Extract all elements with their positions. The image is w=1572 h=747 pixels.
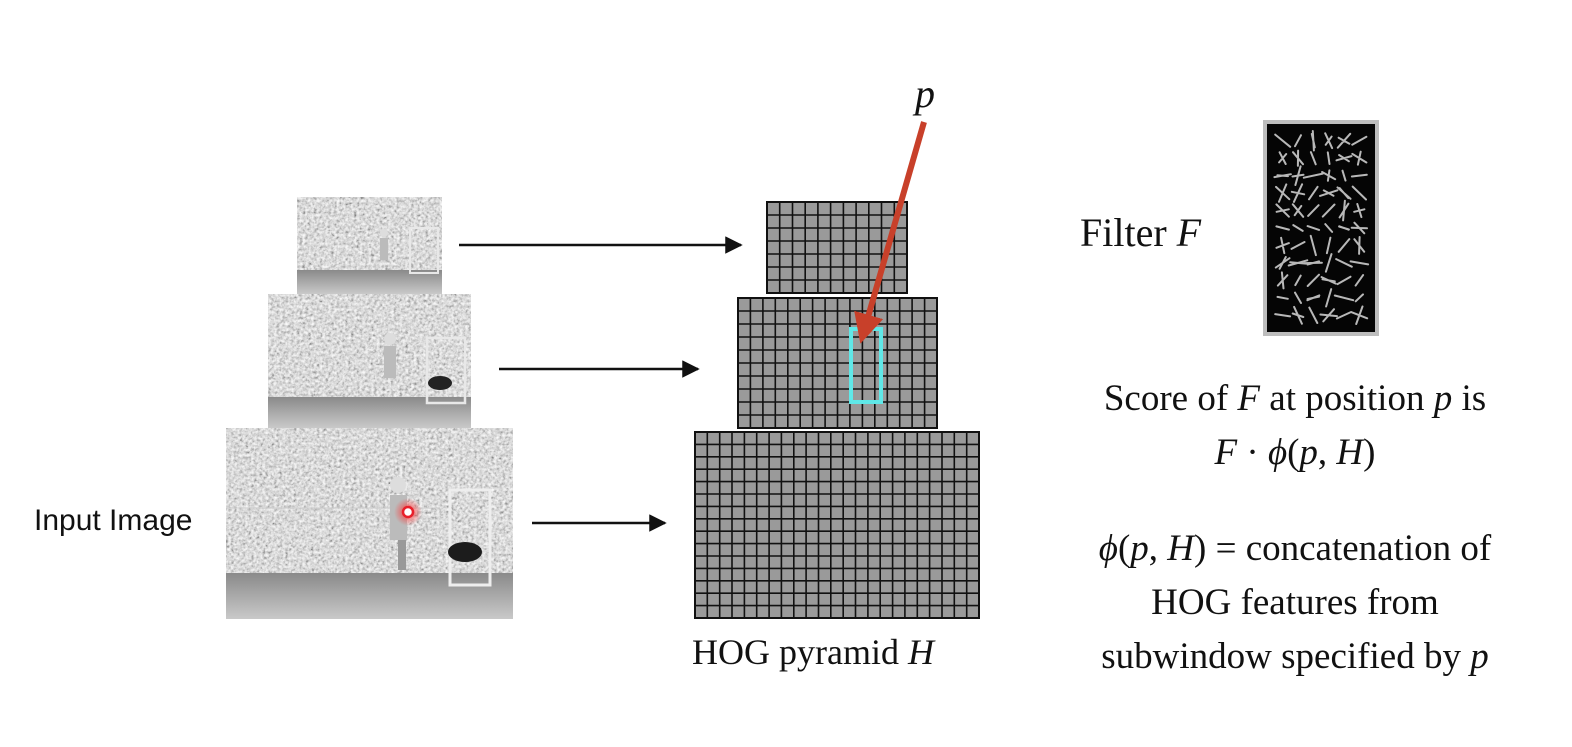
- hog-grid-lines: [767, 202, 907, 293]
- position-label: p: [915, 71, 935, 116]
- def-phi: ϕ: [1098, 528, 1118, 569]
- hog-pyramid-text: HOG pyramid: [692, 632, 899, 672]
- hog-pyramid: [694, 201, 980, 619]
- filter-strokes: [1273, 130, 1370, 325]
- score-line-2: F · ϕ(p, H): [1040, 434, 1550, 471]
- hog-level-large: [694, 431, 980, 619]
- definition-line-1: ϕ(p, H) = concatenation of: [1030, 530, 1560, 567]
- hog-grid-lines: [695, 432, 979, 618]
- image-pyramid: [226, 197, 513, 619]
- def-p: p: [1130, 528, 1149, 569]
- def-rest: ) = concatenation of: [1194, 528, 1492, 569]
- hog-pyramid-var: H: [907, 632, 934, 672]
- hog-level-background: [694, 431, 980, 619]
- formula-phi: ϕ: [1267, 432, 1288, 473]
- hog-level-background: [766, 201, 908, 294]
- score-text-a: Score of: [1103, 378, 1229, 419]
- def-comma: ,: [1148, 528, 1168, 569]
- def-h: H: [1167, 528, 1194, 569]
- formula-f: F: [1214, 432, 1238, 473]
- filter-var: F: [1176, 210, 1202, 255]
- hog-level-small: [766, 201, 908, 294]
- image-level-medium: [268, 294, 471, 428]
- image-level-large: [226, 428, 513, 619]
- position-arrow: [854, 121, 927, 344]
- score-text-c: is: [1461, 378, 1487, 419]
- filter-visualization: [1263, 120, 1379, 336]
- definition-line-2: HOG features from: [1151, 582, 1439, 623]
- score-var-p: p: [1433, 378, 1453, 419]
- hog-pyramid-caption: HOG pyramid H: [692, 634, 934, 670]
- level-arrows: [459, 236, 743, 532]
- filter-label: Filter F: [1080, 213, 1201, 253]
- hog-level-medium: [737, 297, 938, 429]
- image-level-small: [297, 197, 442, 294]
- formula-h: H: [1336, 432, 1364, 473]
- formula-open: (: [1287, 432, 1300, 473]
- formula-comma: ,: [1317, 432, 1337, 473]
- def-open: (: [1117, 528, 1131, 569]
- formula-dot: ·: [1246, 432, 1259, 473]
- filter-text: Filter: [1080, 210, 1167, 255]
- input-image-label: Input Image: [34, 504, 193, 537]
- score-text-b: at position: [1269, 378, 1425, 419]
- formula-close: ): [1363, 432, 1376, 473]
- def-line3-text: subwindow specified by: [1101, 636, 1461, 677]
- formula-p: p: [1299, 432, 1318, 473]
- keypoint-marker: [401, 505, 415, 519]
- score-var-f: F: [1237, 378, 1261, 419]
- def-line3-p: p: [1470, 636, 1489, 677]
- score-line-1: Score of F at position p is: [1040, 380, 1550, 417]
- definition-line-3: subwindow specified by p: [1030, 638, 1560, 675]
